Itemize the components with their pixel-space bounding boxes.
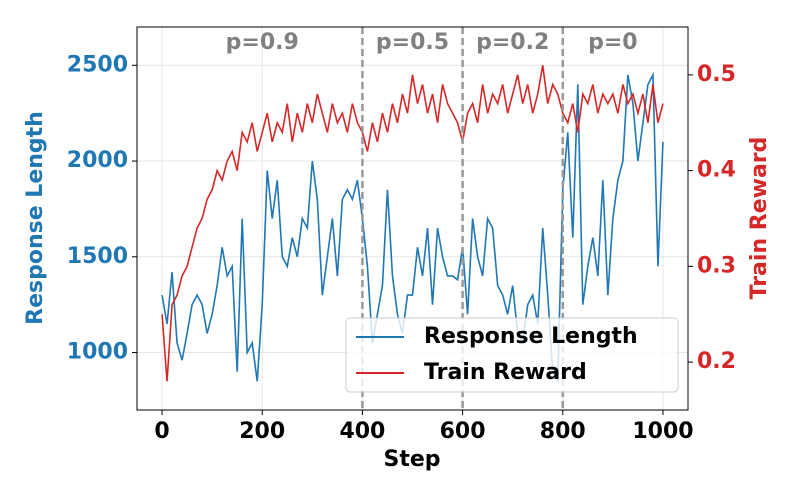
- legend: Response Length Train Reward: [345, 317, 679, 393]
- y2-tick-label: 0.5: [697, 62, 736, 87]
- x-tick-label: 0: [154, 419, 169, 444]
- y2-axis-label: Train Reward: [747, 137, 772, 300]
- y2-tick-label: 0.2: [697, 349, 736, 374]
- y-tick-label: 1500: [67, 244, 128, 269]
- y-tick-label: 2000: [67, 148, 128, 173]
- y-axis-label: Response Length: [23, 111, 48, 325]
- x-tick-label: 600: [440, 419, 486, 444]
- phase-annotation: p=0.5: [376, 30, 449, 55]
- legend-label: Train Reward: [424, 360, 587, 385]
- y-tick-label: 1000: [67, 340, 128, 365]
- x-tick-label: 400: [339, 419, 385, 444]
- x-axis-label: Step: [383, 447, 440, 472]
- phase-annotation: p=0.2: [476, 30, 549, 55]
- plot-frame: [136, 26, 689, 411]
- x-tick-label: 800: [540, 419, 586, 444]
- x-tick-label: 200: [239, 419, 285, 444]
- y-tick-label: 2500: [67, 52, 128, 77]
- phase-annotation: p=0.9: [226, 30, 299, 55]
- data-line: [161, 65, 664, 382]
- y2-tick-label: 0.4: [697, 158, 736, 183]
- legend-box: [345, 317, 679, 393]
- data-line: [161, 71, 664, 385]
- x-tick-label: 1000: [632, 419, 693, 444]
- y2-tick-label: 0.3: [697, 253, 736, 278]
- phase-annotation: p=0: [588, 30, 638, 55]
- legend-label: Response Length: [424, 324, 638, 349]
